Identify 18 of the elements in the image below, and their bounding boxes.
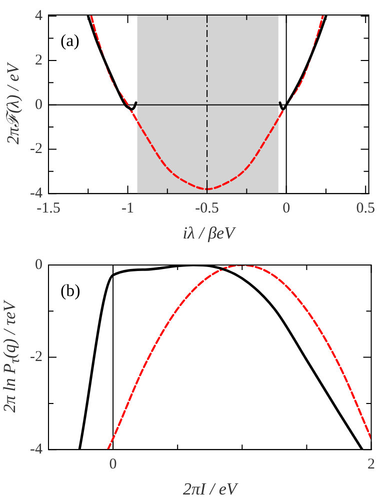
x-tick-label: 0 [282,200,290,217]
y-tick-label: -4 [30,186,43,202]
x-axis-title: 2πI / eV [182,479,240,498]
x-tick-label: -0.5 [195,200,219,217]
y-tick-label: -2 [30,141,42,158]
y-tick-label: -2 [30,349,42,366]
y-tick-label: 2 [34,52,42,68]
x-tick-label: 0.5 [356,200,375,217]
y-tick-label: 0 [34,96,42,113]
y-tick-label: 4 [34,8,43,24]
annotation: (a) [60,30,80,50]
x-tick-label: -1 [122,200,134,217]
x-tick-label: -1.5 [36,200,60,217]
annotation: (b) [60,280,80,300]
y-tick-label: -4 [30,442,43,458]
y-tick-label: 0 [34,256,42,273]
x-axis-title: iλ / βeV [182,223,238,242]
y-axis-title: 2πℱ(λ) / eV [2,64,24,145]
